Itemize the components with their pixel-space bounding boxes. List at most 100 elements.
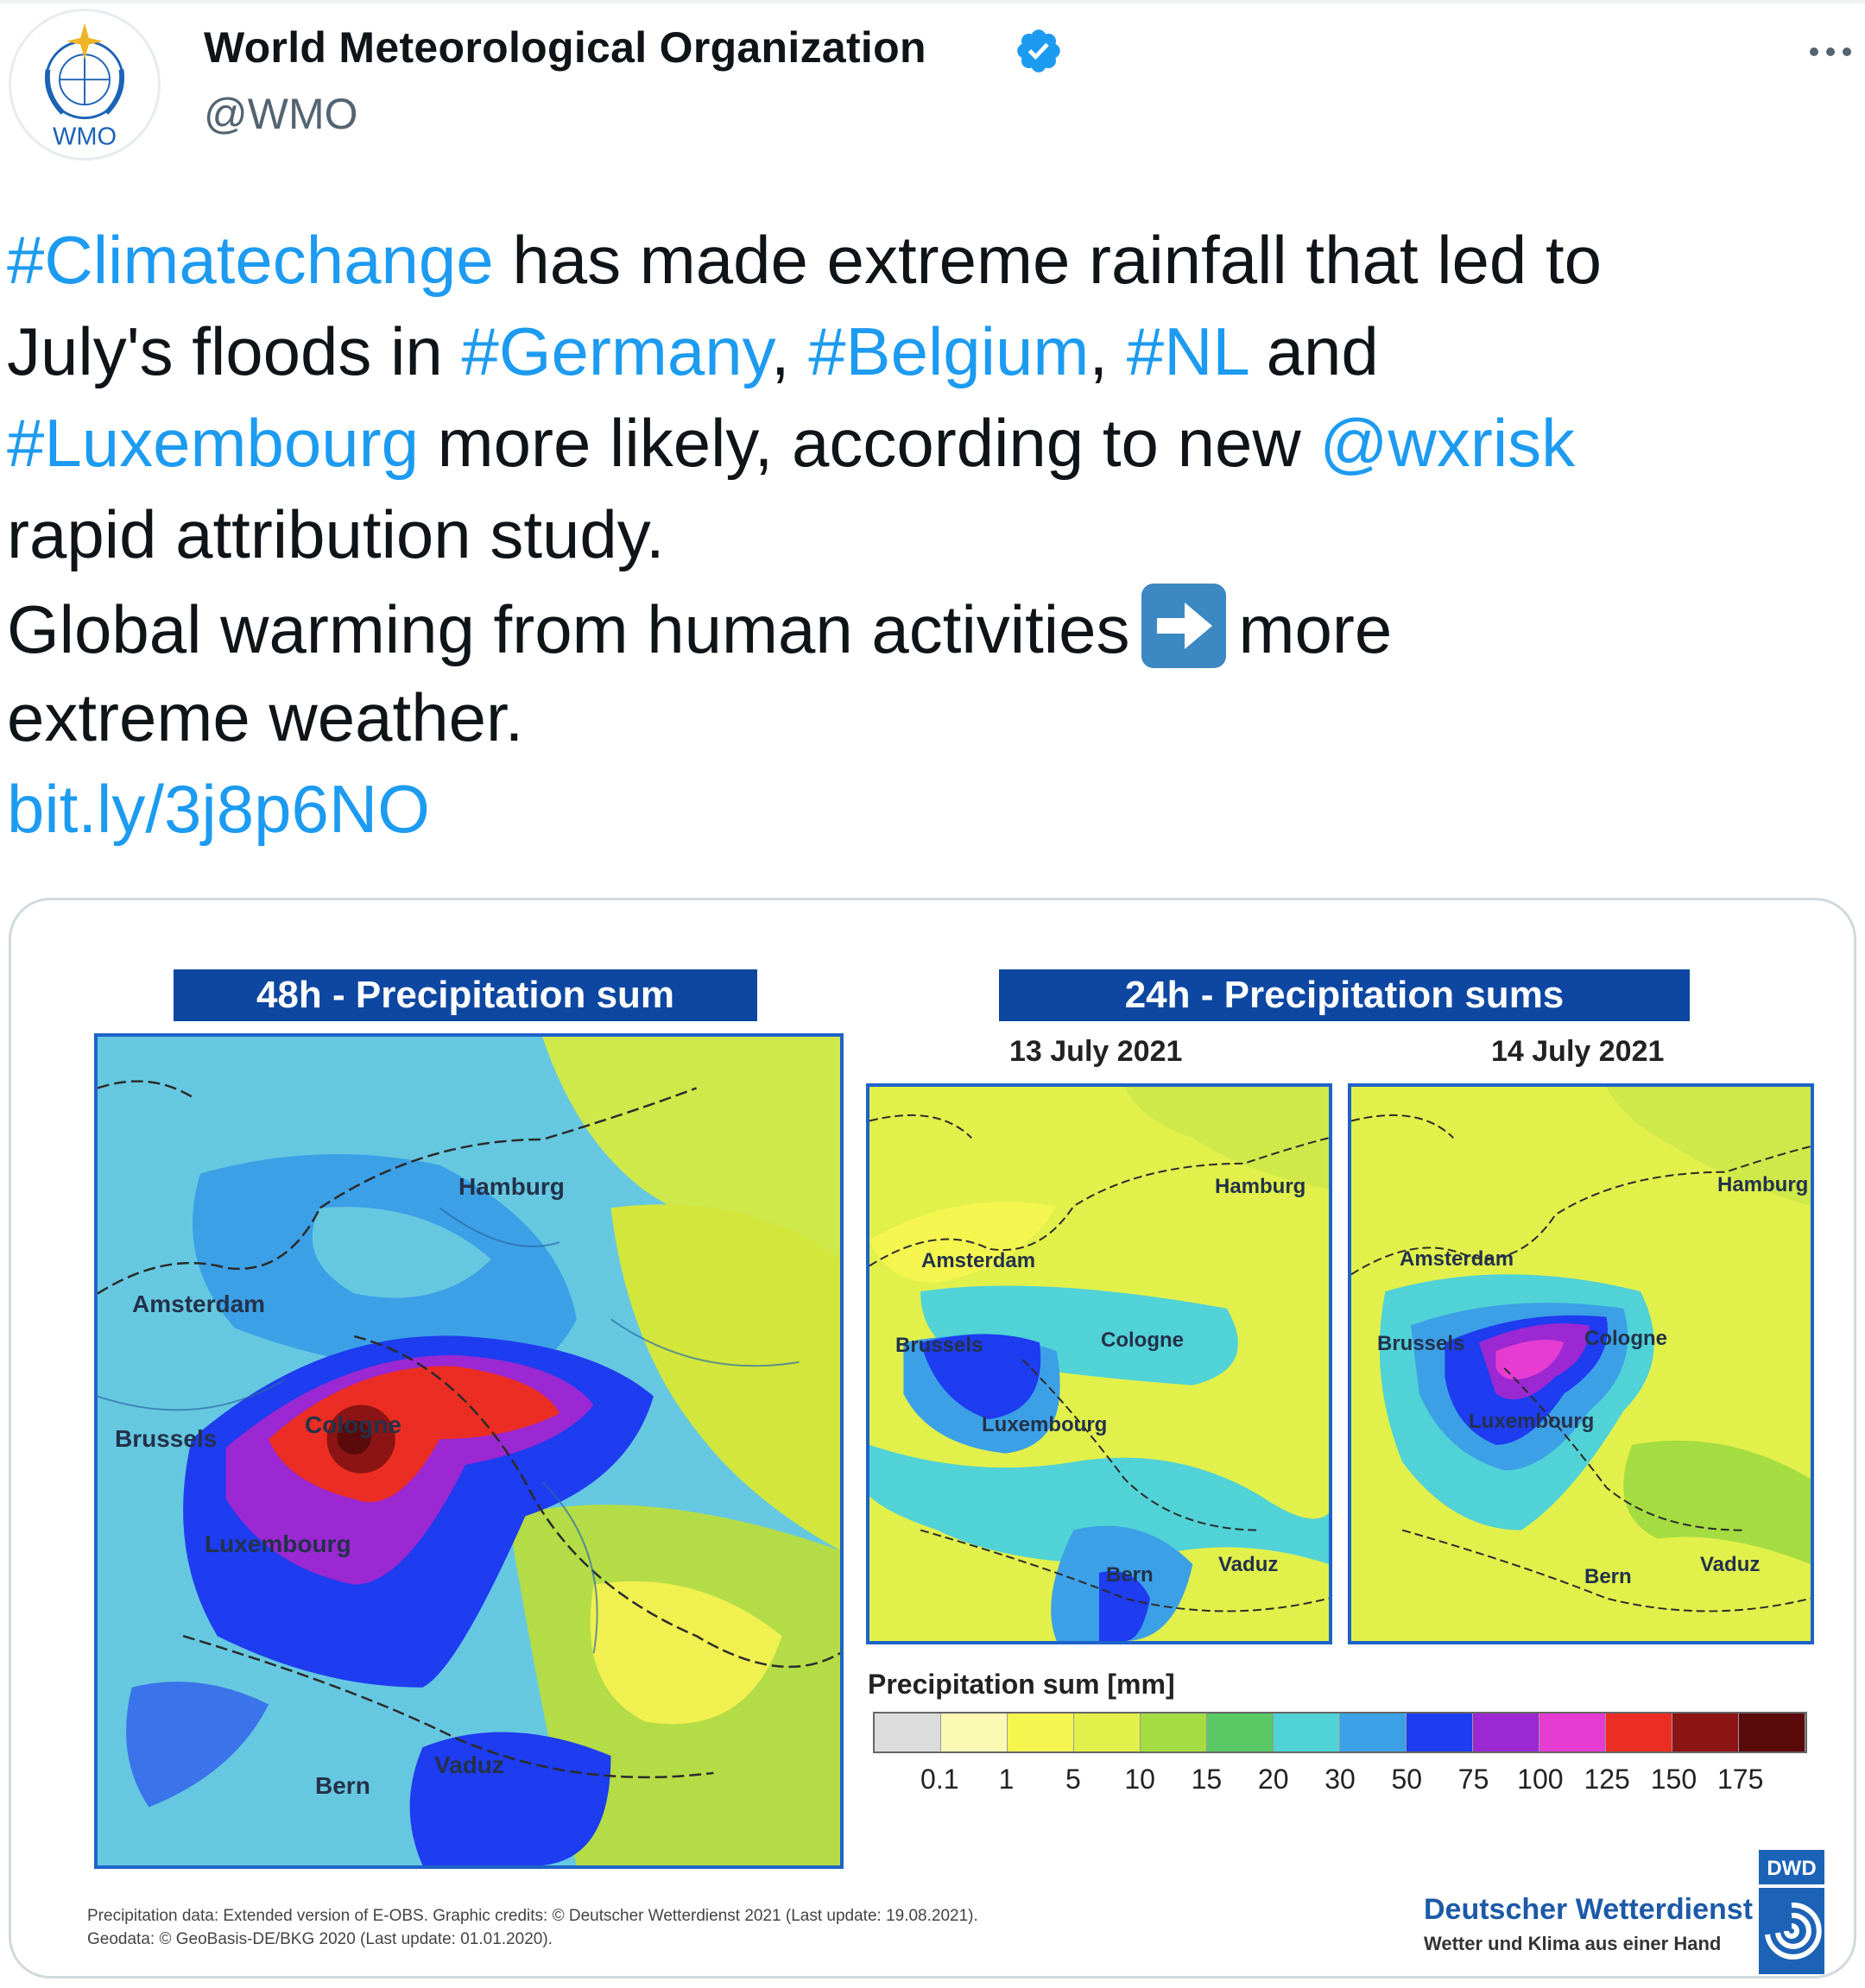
hashtag-link[interactable]: #NL	[1126, 313, 1248, 389]
legend-tick-label: 125	[1584, 1764, 1630, 1795]
city-brussels-13: Brussels	[895, 1334, 983, 1357]
legend-tick-label: 10	[1124, 1764, 1155, 1795]
mention-link[interactable]: @wxrisk	[1319, 405, 1576, 481]
verified-badge-icon	[1017, 29, 1060, 73]
dwd-logo-icon: DWD	[1759, 1850, 1824, 1974]
legend-tick-label: 50	[1391, 1764, 1423, 1795]
dwd-name: Deutscher Wetterdienst	[1424, 1893, 1754, 1926]
hashtag-link[interactable]: #Climatechange	[7, 222, 494, 298]
city-cologne-14: Cologne	[1584, 1327, 1667, 1350]
map-13-july	[866, 1083, 1332, 1644]
tweet-text-segment: more	[1238, 591, 1393, 667]
legend-tick-label: 175	[1717, 1764, 1764, 1795]
tweet-text-segment: rapid attribution study.	[7, 496, 665, 572]
city-vaduz-48h: Vaduz	[434, 1751, 504, 1778]
legend-swatch	[1074, 1713, 1141, 1751]
legend-tick-label: 0.1	[920, 1764, 959, 1795]
city-hamburg-48h: Hamburg	[458, 1173, 565, 1200]
legend-color-bar	[873, 1712, 1807, 1753]
date-13-july: 13 July 2021	[1009, 1035, 1183, 1068]
tweet-line: Global warming from human activities more	[7, 580, 1855, 672]
legend-tick-label: 75	[1457, 1764, 1489, 1795]
legend-tick-label: 15	[1191, 1764, 1223, 1795]
tweet-text-segment: has made extreme rainfall that led to	[493, 222, 1603, 298]
hashtag-link[interactable]: #Germany	[461, 313, 771, 389]
banner-24h: 24h - Precipitation sums	[999, 969, 1690, 1021]
tweet-text-segment: extreme weather.	[7, 679, 524, 755]
tweet-media[interactable]: 48h - Precipitation sum 24h - Precipitat…	[9, 898, 1856, 1979]
svg-text:WMO: WMO	[53, 123, 117, 151]
url-link[interactable]: bit.ly/3j8p6NO	[7, 771, 430, 847]
legend-swatch	[1141, 1713, 1207, 1751]
city-amsterdam-14: Amsterdam	[1400, 1247, 1514, 1271]
legend-swatch	[1539, 1713, 1606, 1751]
legend-tick-label: 5	[1065, 1764, 1081, 1795]
tweet-line: bit.ly/3j8p6NO	[7, 763, 1855, 855]
city-luxembourg-14: Luxembourg	[1469, 1410, 1595, 1433]
legend-tick-label: 1	[998, 1764, 1015, 1795]
credits-line-1: Precipitation data: Extended version of …	[87, 1907, 978, 1925]
dot	[1826, 47, 1835, 56]
legend-swatch	[875, 1713, 941, 1751]
city-luxembourg-13: Luxembourg	[982, 1413, 1108, 1436]
svg-text:DWD: DWD	[1767, 1857, 1816, 1880]
top-divider	[0, 0, 1865, 3]
dot	[1843, 47, 1851, 56]
legend-title: Precipitation sum [mm]	[868, 1669, 1175, 1700]
city-hamburg-13: Hamburg	[1215, 1175, 1306, 1198]
legend-swatch	[1606, 1713, 1672, 1751]
graphic-credits: Precipitation data: Extended version of …	[87, 1904, 978, 1951]
city-hamburg-14: Hamburg	[1717, 1173, 1809, 1196]
city-bern-14: Bern	[1584, 1565, 1632, 1588]
city-vaduz-13: Vaduz	[1218, 1553, 1279, 1576]
city-amsterdam-48h: Amsterdam	[132, 1291, 266, 1317]
more-options-icon[interactable]	[1803, 35, 1858, 69]
banner-48h: 48h - Precipitation sum	[174, 969, 757, 1021]
city-amsterdam-13: Amsterdam	[921, 1249, 1036, 1272]
tweet-line: extreme weather.	[7, 672, 1855, 763]
city-luxembourg-48h: Luxembourg	[205, 1530, 351, 1557]
legend-swatch	[1207, 1713, 1274, 1751]
hashtag-link[interactable]: #Belgium	[808, 313, 1090, 389]
city-bern-13: Bern	[1106, 1563, 1154, 1587]
avatar[interactable]: WMO	[9, 9, 161, 161]
tweet-text-segment: July's floods in	[7, 313, 462, 389]
legend-swatch	[1672, 1713, 1739, 1751]
tweet-line: #Luxembourg more likely, according to ne…	[7, 397, 1855, 489]
tweet-text-segment: Global warming from human activities	[7, 591, 1130, 667]
tweet-text-segment: and	[1247, 313, 1379, 389]
tweet-text-segment: ,	[770, 313, 809, 389]
legend-tick-label: 30	[1324, 1764, 1356, 1795]
author-name[interactable]: World Meteorological Organization	[204, 23, 926, 72]
city-brussels-14: Brussels	[1377, 1332, 1465, 1355]
tweet-line: rapid attribution study.	[7, 489, 1855, 580]
legend-swatch	[1274, 1713, 1340, 1751]
tweet-line: #Climatechange has made extreme rainfall…	[7, 214, 1855, 306]
legend-swatch	[1473, 1713, 1539, 1751]
legend-swatch	[1008, 1713, 1074, 1751]
author-handle[interactable]: @WMO	[204, 90, 358, 138]
legend-swatch	[1739, 1713, 1805, 1751]
map-14-july	[1348, 1083, 1814, 1644]
city-brussels-48h: Brussels	[115, 1425, 218, 1452]
city-cologne-48h: Cologne	[305, 1411, 401, 1438]
tweet-line: July's floods in #Germany, #Belgium, #NL…	[7, 306, 1855, 397]
wmo-logo-icon: WMO	[45, 22, 124, 151]
city-cologne-13: Cologne	[1101, 1328, 1184, 1352]
city-vaduz-14: Vaduz	[1700, 1553, 1761, 1576]
legend-tick-label: 20	[1257, 1764, 1289, 1795]
map-48h	[94, 1033, 844, 1869]
credits-line-2: Geodata: © GeoBasis-DE/BKG 2020 (Last up…	[87, 1930, 553, 1948]
legend-tick-label: 150	[1650, 1764, 1697, 1795]
tweet-text: #Climatechange has made extreme rainfall…	[7, 214, 1855, 855]
legend-tick-label: 100	[1517, 1764, 1564, 1795]
legend-swatch	[941, 1713, 1008, 1751]
legend-swatch	[1407, 1713, 1473, 1751]
right-arrow-emoji-icon	[1141, 584, 1227, 668]
legend-swatch	[1340, 1713, 1407, 1751]
tweet-text-segment: more likely, according to new	[419, 405, 1320, 481]
date-14-july: 14 July 2021	[1491, 1035, 1665, 1068]
dwd-tagline: Wetter und Klima aus einer Hand	[1424, 1933, 1722, 1954]
tweet-text-segment: ,	[1089, 313, 1127, 389]
hashtag-link[interactable]: #Luxembourg	[7, 405, 419, 481]
